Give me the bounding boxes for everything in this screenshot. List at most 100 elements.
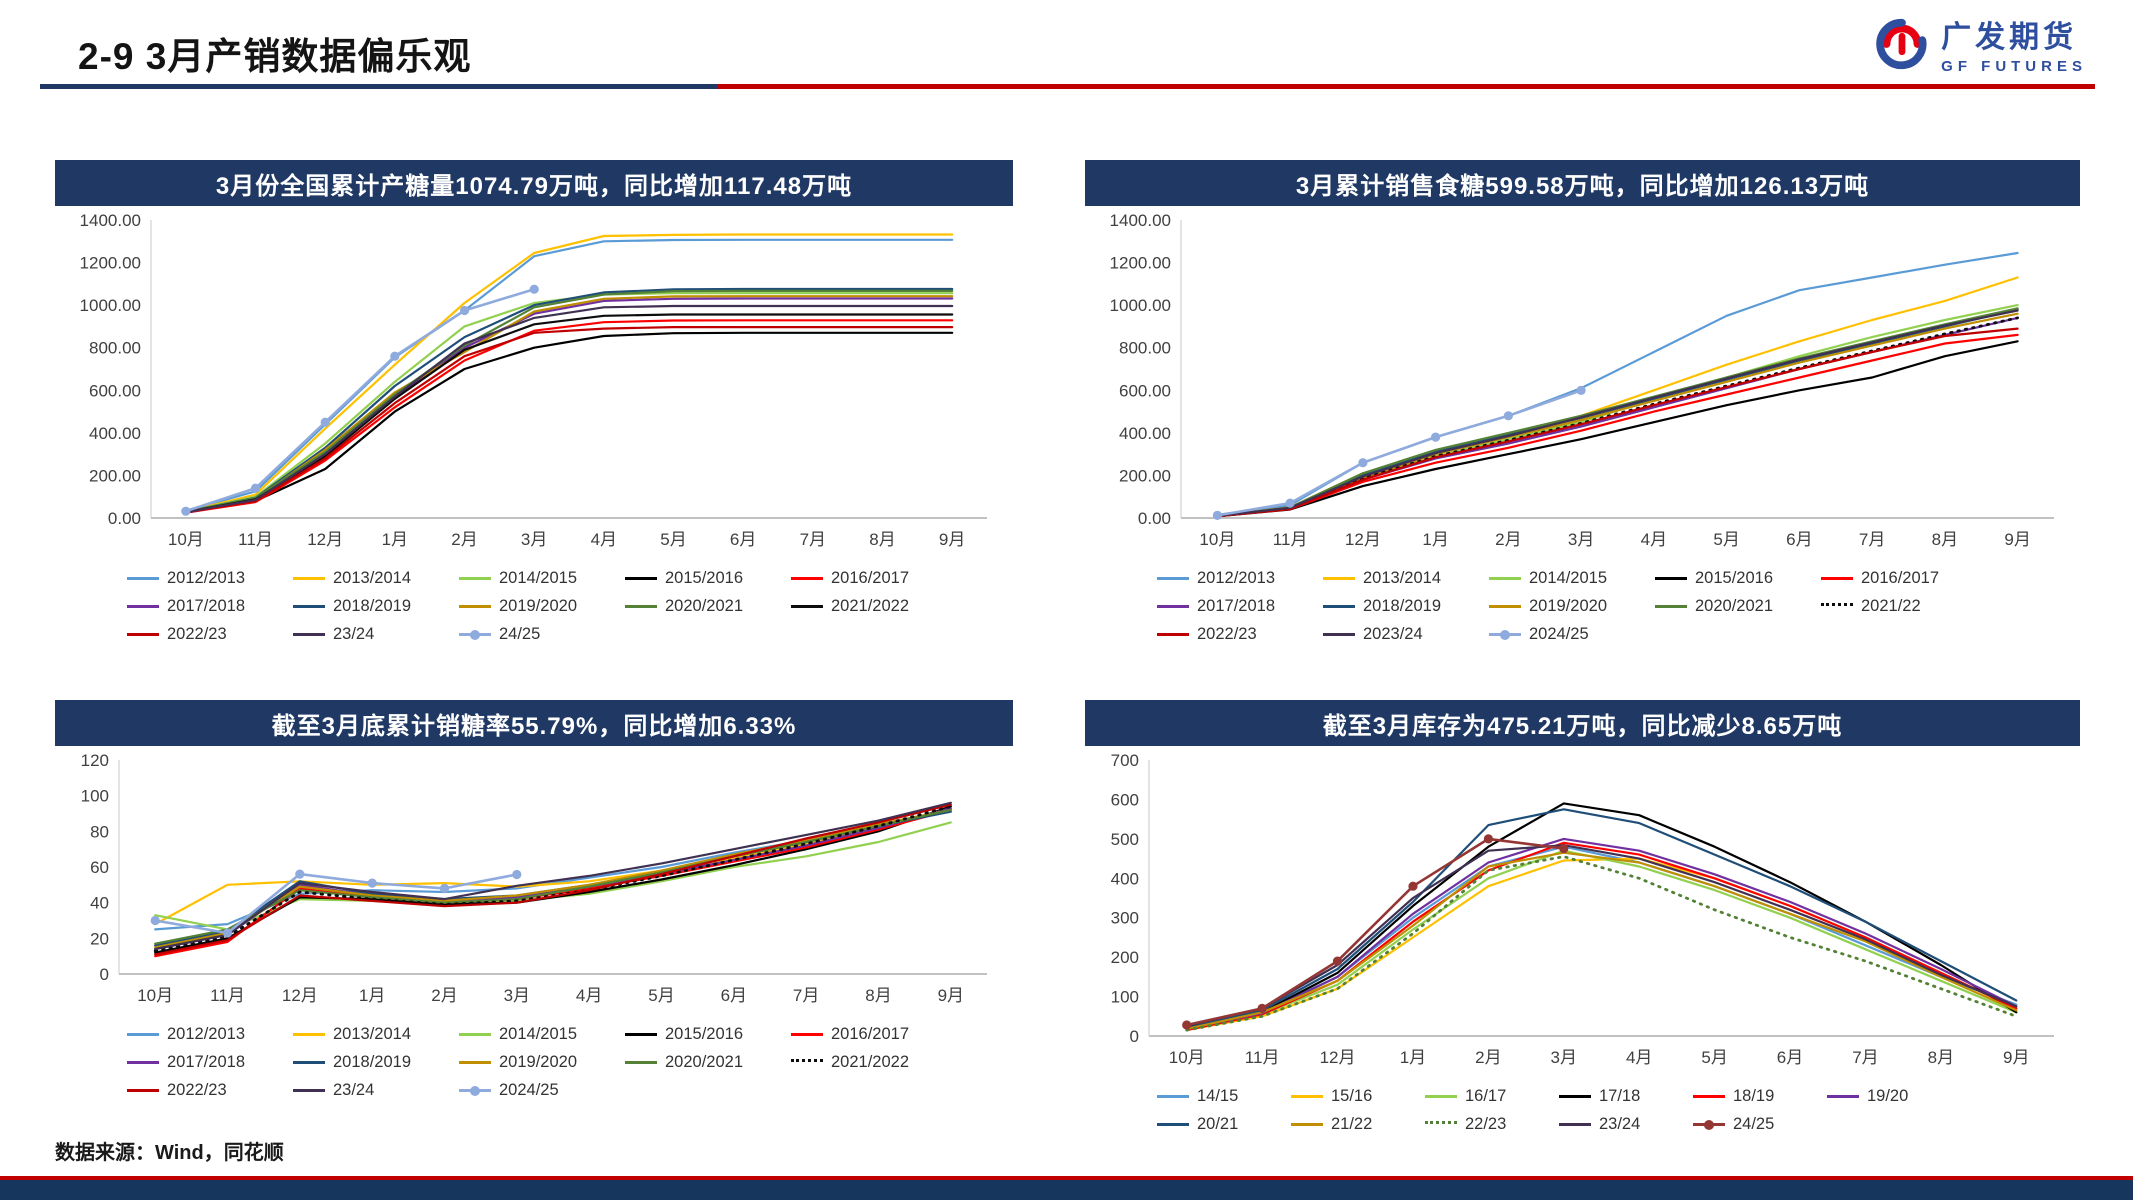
divider-red-segment (718, 84, 2095, 89)
legend-label: 23/24 (1599, 1115, 1641, 1133)
legend-label: 2018/2019 (333, 597, 411, 615)
legend-item: 2024/25 (459, 1081, 609, 1100)
legend-swatch (1323, 573, 1355, 584)
legend-item: 2021/2022 (791, 597, 941, 616)
legend-label: 14/15 (1197, 1087, 1239, 1105)
legend-swatch (791, 1057, 823, 1068)
svg-text:400: 400 (1111, 869, 1139, 888)
svg-text:11月: 11月 (210, 986, 245, 1005)
legend-item: 19/20 (1827, 1087, 1945, 1106)
chart-sales: 0.00 200.00 400.00 600.00 800.00 1000.00 1200.… (1085, 206, 2080, 563)
legend-swatch (1157, 573, 1189, 584)
legend-label: 15/16 (1331, 1087, 1373, 1105)
chart-title-production: 3月份全国累计产糖量1074.79万吨，同比增加117.48万吨 (55, 160, 1013, 206)
legend-item: 2018/2019 (293, 597, 443, 616)
svg-text:12月: 12月 (307, 530, 343, 549)
chart-sales-rate: 0 20 40 60 80 100 120 10月 11月 12月 1月 2月 3月 4月 5月 6月 7月 8月… (55, 746, 1013, 1019)
gf-logo-icon (1876, 18, 1927, 69)
legend-item: 2013/2014 (293, 1025, 443, 1044)
legend-item: 2014/2015 (459, 569, 609, 588)
svg-text:7月: 7月 (800, 530, 826, 549)
legend-label: 2019/2020 (499, 1053, 577, 1071)
legend-item: 2012/2013 (127, 569, 277, 588)
legend-item: 2016/2017 (791, 569, 941, 588)
legend-sales-rate: 2012/2013 2013/2014 2014/2015 2015/2016 2016… (55, 1019, 1013, 1100)
svg-text:12月: 12月 (1345, 530, 1381, 549)
legend-label: 21/22 (1331, 1115, 1373, 1133)
svg-text:1月: 1月 (1422, 530, 1448, 549)
svg-text:0: 0 (1130, 1027, 1139, 1046)
chart-title-inventory: 截至3月库存为475.21万吨，同比减少8.65万吨 (1085, 700, 2080, 746)
legend-swatch (625, 1057, 657, 1068)
chart-canvas: 0 20 40 60 80 100 120 10月 11月 12月 1月 2月 3月 4月 5月 6月 7月 8月… (81, 751, 987, 1005)
legend-label: 2015/2016 (665, 1025, 743, 1043)
svg-text:2月: 2月 (1495, 530, 1521, 549)
legend-label: 24/25 (499, 625, 541, 643)
legend-swatch (1157, 1119, 1189, 1130)
legend-item: 2021/22 (1821, 597, 1971, 616)
legend-item: 2017/2018 (127, 597, 277, 616)
legend-label: 2021/22 (1861, 597, 1921, 615)
legend-item: 2024/25 (1489, 625, 1639, 644)
svg-text:1月: 1月 (382, 530, 408, 549)
legend-item: 2018/2019 (1323, 597, 1473, 616)
chart-canvas: 0 100 200 300 400 500 600 700 10月 11月 12月 1月 2月 3月 4月 5… (1111, 751, 2054, 1067)
chart-title-sales: 3月累计销售食糖599.58万吨，同比增加126.13万吨 (1085, 160, 2080, 206)
svg-text:11月: 11月 (1245, 1048, 1280, 1067)
svg-text:5月: 5月 (1713, 530, 1739, 549)
svg-text:3月: 3月 (504, 986, 530, 1005)
svg-text:6月: 6月 (1786, 530, 1812, 549)
legend-item: 2020/2021 (625, 597, 775, 616)
svg-text:3月: 3月 (1568, 530, 1594, 549)
svg-text:7月: 7月 (1852, 1048, 1878, 1067)
footer-navy-bar (0, 1180, 2133, 1200)
legend-swatch (459, 601, 491, 612)
legend-swatch (127, 601, 159, 612)
legend-sales: 2012/2013 2013/2014 2014/2015 2015/2016 2016… (1085, 563, 2080, 644)
legend-label: 2022/23 (1197, 625, 1257, 643)
legend-swatch (1323, 601, 1355, 612)
svg-text:300: 300 (1111, 909, 1139, 928)
legend-label: 2012/2013 (167, 569, 245, 587)
svg-text:0: 0 (100, 965, 109, 984)
legend-swatch (1559, 1091, 1591, 1102)
legend-item: 2022/23 (1157, 625, 1307, 644)
svg-text:4月: 4月 (1641, 530, 1667, 549)
svg-text:9月: 9月 (2004, 530, 2030, 549)
legend-label: 2013/2014 (1363, 569, 1441, 587)
legend-item: 17/18 (1559, 1087, 1677, 1106)
legend-item: 23/24 (1559, 1115, 1677, 1134)
legend-label: 2022/23 (167, 1081, 227, 1099)
svg-text:1200.00: 1200.00 (80, 254, 141, 273)
svg-text:5月: 5月 (660, 530, 686, 549)
legend-item: 21/22 (1291, 1115, 1409, 1134)
chart-canvas: 0.00 200.00 400.00 600.00 800.00 1000.00 1200.… (80, 211, 987, 549)
legend-label: 2023/24 (1363, 625, 1423, 643)
legend-item: 2021/2022 (791, 1053, 941, 1072)
svg-text:8月: 8月 (1932, 530, 1958, 549)
svg-text:6月: 6月 (1777, 1048, 1803, 1067)
legend-item: 2020/2021 (625, 1053, 775, 1072)
legend-label: 2022/23 (167, 625, 227, 643)
legend-label: 2020/2021 (665, 597, 743, 615)
legend-swatch (293, 1029, 325, 1040)
legend-item: 2015/2016 (625, 569, 775, 588)
legend-item: 14/15 (1157, 1087, 1275, 1106)
svg-text:80: 80 (90, 822, 109, 841)
svg-text:2月: 2月 (451, 530, 477, 549)
legend-item: 2016/2017 (1821, 569, 1971, 588)
svg-text:3月: 3月 (521, 530, 547, 549)
legend-item: 24/25 (1693, 1115, 1811, 1134)
legend-label: 23/24 (333, 1081, 375, 1099)
gf-futures-logo: 广发期货 GF FUTURES (1873, 12, 2087, 75)
legend-item: 2012/2013 (127, 1025, 277, 1044)
svg-text:800.00: 800.00 (1119, 339, 1171, 358)
legend-label: 2021/2022 (831, 597, 909, 615)
legend-swatch (127, 1029, 159, 1040)
legend-label: 2019/2020 (1529, 597, 1607, 615)
legend-swatch (1821, 601, 1853, 612)
legend-swatch (459, 1085, 491, 1096)
legend-item: 22/23 (1425, 1115, 1543, 1134)
legend-item: 24/25 (459, 625, 609, 644)
legend-swatch (1291, 1119, 1323, 1130)
